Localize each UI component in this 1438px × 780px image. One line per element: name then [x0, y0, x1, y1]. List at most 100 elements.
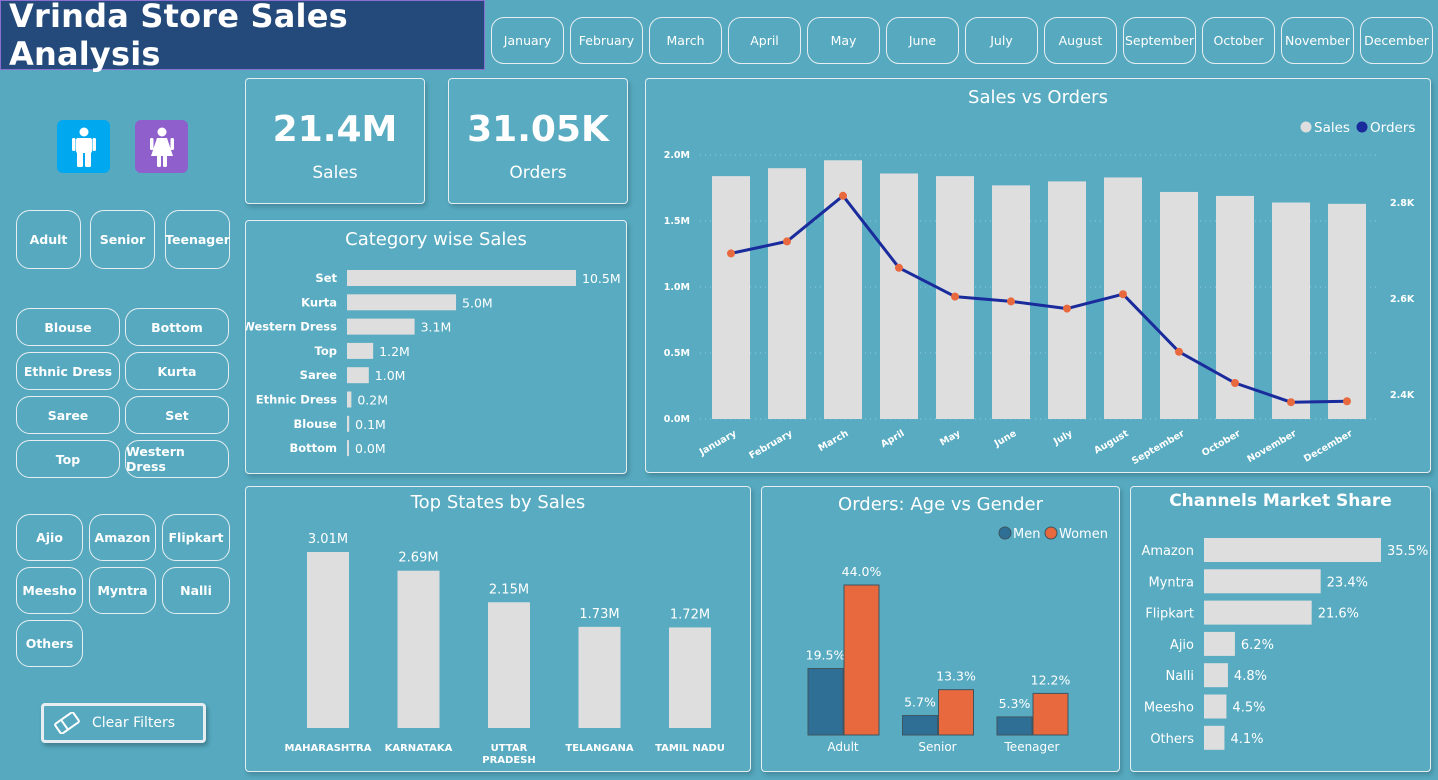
sales-orders-panel: Sales vs Orders 0.0M 0.5M 1.0M 1.5M 2.0M 2.4K…: [645, 78, 1431, 473]
category-value-kurta: 5.0M: [462, 295, 493, 310]
orders-point-march: [839, 191, 847, 200]
month-button-november[interactable]: November: [1281, 17, 1354, 64]
man-icon[interactable]: [57, 120, 110, 173]
channel-bar-meesho: [1204, 694, 1227, 719]
legend-women-marker: [1044, 526, 1058, 540]
channel-bar-ajio: [1204, 631, 1235, 656]
age-gender-value-women-adult: 44.0%: [842, 564, 882, 579]
x-tick-july: July: [1051, 428, 1075, 448]
state-bar-maharashtra: [307, 552, 349, 728]
eraser-icon: [54, 712, 80, 734]
y-right-tick: 2.8K: [1390, 198, 1415, 209]
category-label-western-dress: Western Dress: [246, 320, 337, 334]
kpi-orders-card: 31.05K Orders: [448, 78, 628, 204]
filter-senior[interactable]: Senior: [90, 210, 155, 269]
month-button-april[interactable]: April: [728, 17, 801, 64]
legend-men-marker: [998, 526, 1012, 540]
top-states-chart: 3.01M MAHARASHTRA 2.69M KARNATAKA 2.15M UTTAR…: [284, 532, 724, 766]
age-gender-bar-women-senior: [938, 689, 974, 736]
category-value-western-dress: 3.1M: [421, 320, 452, 335]
filter-teenager[interactable]: Teenager: [165, 210, 230, 269]
age-gender-value-men-senior: 5.7%: [904, 695, 936, 710]
orders-point-july: [1063, 304, 1071, 313]
filter-western-dress[interactable]: Western Dress: [125, 440, 229, 478]
state-bar-karnataka: [397, 570, 440, 728]
age-label-teenager: Teenager: [1004, 740, 1060, 754]
category-label-set: Set: [315, 271, 337, 285]
filter-ajio[interactable]: Ajio: [16, 514, 83, 561]
month-button-december[interactable]: December: [1360, 17, 1433, 64]
filter-top[interactable]: Top: [16, 440, 120, 478]
category-bar-saree: [347, 367, 369, 384]
month-button-august[interactable]: August: [1044, 17, 1117, 64]
sales-orders-title: Sales vs Orders: [968, 87, 1108, 108]
state-value-maharashtra: 3.01M: [308, 532, 348, 547]
category-value-ethnic-dress: 0.2M: [357, 393, 388, 408]
kpi-sales-label: Sales: [312, 163, 358, 183]
month-button-march[interactable]: March: [649, 17, 722, 64]
woman-icon[interactable]: [135, 120, 188, 173]
channel-bar-amazon: [1204, 538, 1381, 562]
state-value-telangana: 1.73M: [579, 607, 619, 622]
category-bar-blouse: [347, 415, 350, 432]
month-button-february[interactable]: February: [570, 17, 643, 64]
channel-bar-myntra: [1204, 569, 1321, 594]
channel-value-myntra: 23.4%: [1327, 575, 1368, 590]
dashboard-title-bar: Vrinda Store Sales Analysis: [0, 0, 485, 73]
age-label-adult: Adult: [827, 740, 859, 754]
month-button-may[interactable]: May: [807, 17, 880, 64]
channel-bar-nalli: [1204, 663, 1228, 688]
y-right-tick: 2.4K: [1390, 390, 1415, 401]
channel-value-nalli: 4.8%: [1234, 669, 1267, 684]
month-button-september[interactable]: September: [1123, 17, 1196, 64]
y-right-tick: 2.6K: [1390, 294, 1415, 305]
legend-women-label: Women: [1059, 527, 1108, 542]
x-tick-may: May: [938, 428, 963, 449]
age-gender-bar-men-senior: [902, 715, 938, 736]
channel-value-amazon: 35.5%: [1387, 544, 1428, 559]
filter-meesho[interactable]: Meesho: [16, 567, 83, 614]
age-gender-title: Orders: Age vs Gender: [838, 494, 1043, 515]
y-left-tick: 0.5M: [664, 348, 690, 359]
channel-value-others: 4.1%: [1230, 732, 1263, 747]
filter-myntra[interactable]: Myntra: [89, 567, 156, 614]
sales-bar-march: [824, 160, 862, 419]
x-tick-october: October: [1200, 428, 1243, 459]
filter-bottom[interactable]: Bottom: [125, 308, 229, 346]
x-tick-november: November: [1245, 428, 1298, 465]
filter-others[interactable]: Others: [16, 620, 83, 667]
category-sales-panel: Category wise Sales Set 10.5M Kurta 5.0M Wes…: [245, 220, 627, 474]
filter-nalli[interactable]: Nalli: [162, 567, 230, 614]
filter-set[interactable]: Set: [125, 396, 229, 434]
filter-saree[interactable]: Saree: [16, 396, 120, 434]
category-value-top: 1.2M: [379, 344, 410, 359]
month-button-june[interactable]: June: [886, 17, 959, 64]
filter-blouse[interactable]: Blouse: [16, 308, 120, 346]
filter-ethnic-dress[interactable]: Ethnic Dress: [16, 352, 120, 390]
orders-point-december: [1343, 397, 1351, 406]
filter-amazon[interactable]: Amazon: [89, 514, 156, 561]
legend-sales-label: Sales: [1314, 120, 1350, 136]
x-tick-april: April: [879, 428, 906, 450]
category-bar-kurta: [347, 294, 457, 311]
month-button-july[interactable]: July: [965, 17, 1038, 64]
state-bar-tamil-nadu: [669, 627, 711, 728]
orders-point-august: [1119, 290, 1127, 299]
age-gender-bar-men-adult: [807, 668, 844, 736]
filter-kurta[interactable]: Kurta: [125, 352, 229, 390]
filter-adult[interactable]: Adult: [16, 210, 81, 269]
legend-orders-label: Orders: [1370, 120, 1415, 136]
age-gender-bar-women-adult: [843, 584, 880, 736]
orders-point-september: [1175, 347, 1183, 356]
orders-point-october: [1231, 379, 1239, 387]
filter-flipkart[interactable]: Flipkart: [162, 514, 230, 561]
category-label-top: Top: [315, 344, 337, 358]
month-button-january[interactable]: January: [491, 17, 564, 64]
category-sales-title: Category wise Sales: [345, 229, 527, 250]
clear-filters-button[interactable]: Clear Filters: [41, 703, 206, 743]
clear-filters-label: Clear Filters: [92, 715, 176, 731]
month-button-october[interactable]: October: [1202, 17, 1275, 64]
orders-point-june: [1007, 297, 1015, 306]
kpi-orders-label: Orders: [509, 163, 567, 183]
channels-title: Channels Market Share: [1169, 491, 1392, 511]
